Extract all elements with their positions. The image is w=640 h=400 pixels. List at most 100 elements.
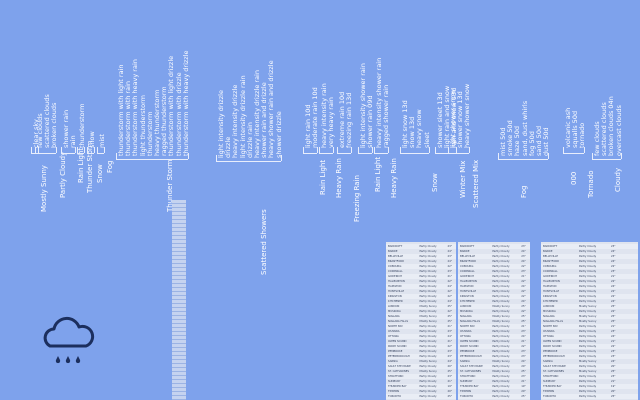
city-cell: BELLEVILLE (460, 255, 476, 258)
condition-cell: Partly Cloudy (419, 270, 437, 273)
temperature-cell: 23° (521, 375, 526, 378)
group-bracket-tick (303, 147, 304, 153)
table-row: TORONTO Partly Cloudy 25° (541, 394, 638, 399)
city-cell: MUSKOKA (460, 310, 473, 313)
condition-cell: Partly Cloudy (419, 390, 437, 393)
group-bracket-tick (563, 147, 564, 153)
temperature-cell: 21° (611, 275, 616, 278)
temperature-cell: 23° (611, 330, 616, 333)
group-bracket (319, 153, 334, 154)
table-row: HAMILTON Partly Cloudy 24° (458, 284, 530, 289)
table-row: SAULT STE MARIE Partly Cloudy 20° (386, 364, 456, 369)
table-row: NIAGARA FALLS Mostly Sunny 25° (386, 319, 456, 324)
temperature-cell: 23° (521, 330, 526, 333)
city-cell: THUNDER BAY (460, 385, 479, 388)
temperature-cell: 23° (611, 245, 616, 248)
table-row: CORNWALL Partly Cloudy 23° (541, 269, 638, 274)
city-cell: HUNTSVILLE (543, 290, 560, 293)
condition-cell: Partly Cloudy (419, 330, 437, 333)
group-bracket (87, 153, 94, 154)
condition-cell: Partly Cloudy (579, 270, 597, 273)
group-bracket-tick (333, 147, 335, 153)
condition-cell: Mostly Sunny (419, 320, 437, 323)
city-cell: NORTH BAY (460, 325, 475, 328)
table-row: PETERBOROUGH Partly Cloudy 23° (386, 354, 456, 359)
condition-cell: Partly Cloudy (492, 395, 510, 398)
city-cell: NIAGARA (460, 315, 472, 318)
city-cell: KINGSTON (543, 295, 557, 298)
condition-cell: Partly Cloudy (492, 265, 510, 268)
group-bracket-tick (38, 147, 39, 153)
table-row: BRANTFORD Partly Cloudy 24° (386, 259, 456, 264)
condition-cell: Mostly Sunny (492, 305, 510, 308)
temperature-cell: 22° (447, 280, 453, 283)
condition-cell: Partly Cloudy (492, 390, 510, 393)
table-row: BRANTFORD Partly Cloudy 24° (458, 259, 530, 264)
city-cell: BANCROFT (543, 245, 558, 248)
condition-cell: Mostly Sunny (492, 315, 510, 318)
table-row: HALIBURTON Partly Cloudy 22° (458, 279, 530, 284)
temperature-cell: 23° (611, 355, 616, 358)
condition-item: thunderstorm with light drizzle (167, 55, 176, 156)
table-row: STRATFORD Partly Cloudy 23° (541, 374, 638, 379)
temperature-cell: 21° (447, 325, 453, 328)
city-cell: OTTAWA (460, 335, 471, 338)
rain-cloud-icon (43, 316, 95, 364)
condition-cell: Partly Cloudy (579, 335, 597, 338)
condition-cell: Partly Cloudy (492, 380, 510, 383)
city-cell: STRATFORD (388, 375, 404, 378)
group-bracket-tick (592, 153, 593, 159)
condition-cell: Mostly Sunny (492, 360, 510, 363)
temperature-cell: 22° (447, 295, 453, 298)
group-bracket-tick (319, 147, 320, 153)
group-bracket-tick (187, 153, 189, 159)
table-row: STRATFORD Partly Cloudy 23° (458, 374, 530, 379)
table-row: BARRIE Partly Cloudy 24° (386, 249, 456, 254)
table-row: PEMBROKE Partly Cloudy 23° (541, 349, 638, 354)
condition-cell: Partly Cloudy (419, 290, 437, 293)
city-cell: PEMBROKE (460, 350, 475, 353)
temperature-cell: 22° (521, 295, 526, 298)
city-cell: CORNWALL (388, 270, 403, 273)
temperature-cell: 24° (447, 360, 453, 363)
group-name: Freezing Rain (353, 175, 362, 222)
city-cell: BRANTFORD (543, 260, 560, 263)
temperature-cell: 22° (521, 265, 526, 268)
condition-cell: Mostly Sunny (492, 320, 510, 323)
city-cell: SUDBURY (460, 380, 473, 383)
group-name: Tornado (586, 170, 595, 198)
temperature-cell: 23° (611, 270, 616, 273)
condition-cell: Partly Cloudy (419, 310, 437, 313)
city-cell: NIAGARA (543, 315, 555, 318)
group-bracket-tick (216, 155, 217, 161)
city-cell: KITCHENER (460, 300, 475, 303)
table-row: LONDON Mostly Sunny 25° (386, 304, 456, 309)
condition-cell: Partly Cloudy (492, 345, 510, 348)
table-row: THUNDER BAY Partly Cloudy 19° (386, 384, 456, 389)
table-row: BELLEVILLE Partly Cloudy 23° (386, 254, 456, 259)
condition-cell: Partly Cloudy (492, 335, 510, 338)
condition-cell: Partly Cloudy (419, 285, 437, 288)
condition-cell: Partly Cloudy (579, 330, 597, 333)
condition-item: overcast clouds (614, 105, 623, 156)
city-cell: NORTH BAY (388, 325, 403, 328)
group-bracket-tick (280, 155, 282, 161)
condition-cell: Partly Cloudy (579, 380, 597, 383)
condition-cell: Partly Cloudy (419, 265, 437, 268)
group-name: Scattered Showers (260, 209, 268, 275)
table-row: MUSKOKA Partly Cloudy 22° (386, 309, 456, 314)
city-cell: OSHAWA (388, 330, 400, 333)
temperature-cell: 22° (521, 310, 526, 313)
group-bracket-tick (498, 153, 499, 159)
condition-cell: Partly Cloudy (579, 300, 597, 303)
group-bracket (35, 153, 57, 154)
condition-cell: Partly Cloudy (579, 280, 597, 283)
condition-cell: Partly Cloudy (492, 290, 510, 293)
group-bracket-tick (116, 153, 117, 159)
city-cell: COBOURG (388, 265, 402, 268)
condition-cell: Partly Cloudy (492, 310, 510, 313)
temperature-cell: 21° (611, 325, 616, 328)
city-cell: HUNTSVILLE (388, 290, 405, 293)
condition-cell: Mostly Sunny (579, 315, 597, 318)
city-cell: SAULT STE MARIE (460, 365, 483, 368)
